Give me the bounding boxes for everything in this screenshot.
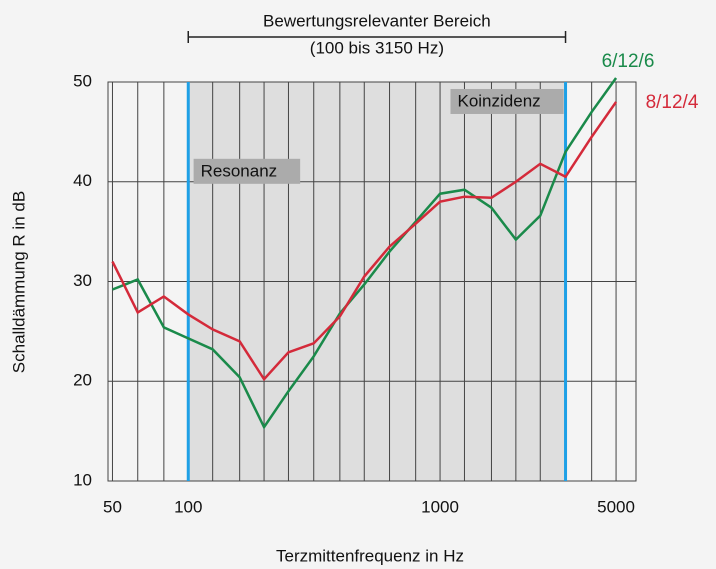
annotation-box (450, 88, 564, 114)
y-tick-label: 30 (73, 271, 92, 290)
series-label: 6/12/6 (602, 51, 655, 72)
series-label: 8/12/4 (646, 92, 699, 113)
y-tick-label: 50 (73, 71, 92, 90)
annotation-box (193, 158, 301, 184)
x-tick-label: 100 (174, 497, 202, 516)
y-axis-label: Schalldämmung R in dB (9, 191, 28, 373)
annotation: Koinzidenz (457, 91, 540, 110)
range-subtitle: (100 bis 3150 Hz) (310, 38, 444, 57)
x-tick-label: 50 (103, 497, 122, 516)
y-tick-label: 10 (73, 470, 92, 489)
x-tick-label: 1000 (421, 497, 459, 516)
y-tick-label: 20 (73, 371, 92, 390)
series-line (111, 101, 618, 382)
range-title: Bewertungsrelevanter Bereich (263, 11, 491, 30)
y-tick-label: 40 (73, 171, 92, 190)
series-line (112, 77, 618, 430)
x-axis-label: Terzmittenfrequenz in Hz (276, 546, 464, 565)
annotation: Resonanz (201, 161, 278, 180)
plot-border (107, 81, 637, 482)
x-tick-label: 5000 (597, 497, 635, 516)
